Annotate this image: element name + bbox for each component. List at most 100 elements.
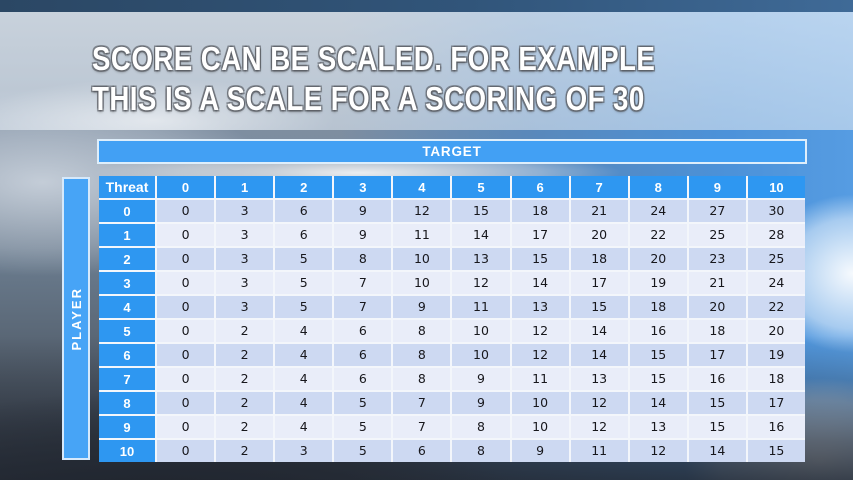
table-cell: 17	[511, 224, 569, 246]
title-band: SCORE CAN BE SCALED. FOR EXAMPLE THIS IS…	[0, 12, 853, 130]
table-cell: 5	[334, 416, 392, 438]
table-cell: 9	[452, 368, 510, 390]
table-cell: 4	[275, 416, 333, 438]
table-cell: 2	[216, 320, 274, 342]
target-header-bar: TARGET	[97, 139, 807, 164]
row-header-cell: 0	[99, 200, 155, 222]
table-cell: 12	[452, 272, 510, 294]
table-cell: 11	[452, 296, 510, 318]
table-cell: 2	[216, 368, 274, 390]
table-cell: 9	[393, 296, 451, 318]
table-cell: 7	[393, 392, 451, 414]
title-line-1: SCORE CAN BE SCALED. FOR EXAMPLE	[92, 40, 656, 77]
table-cell: 15	[570, 296, 628, 318]
column-header-cell: 10	[747, 176, 805, 198]
table-cell: 12	[511, 344, 569, 366]
row-header-cell: 7	[99, 368, 155, 390]
table-cell: 18	[511, 200, 569, 222]
table-cell: 14	[570, 320, 628, 342]
table-cell: 2	[216, 416, 274, 438]
table-cell: 10	[452, 320, 510, 342]
table-cell: 14	[629, 392, 687, 414]
row-header-cell: 6	[99, 344, 155, 366]
table-cell: 6	[334, 320, 392, 342]
title-line-2: THIS IS A SCALE FOR A SCORING OF 30	[92, 80, 645, 117]
table-cell: 3	[216, 200, 274, 222]
column-header-cell: 5	[452, 176, 510, 198]
table-cell: 15	[452, 200, 510, 222]
table-cell: 6	[334, 368, 392, 390]
table-cell: 4	[275, 344, 333, 366]
row-header-cell: 1	[99, 224, 155, 246]
table-cell: 11	[570, 440, 628, 462]
table-cell: 10	[393, 248, 451, 270]
table-cell: 0	[157, 416, 215, 438]
row-header-cell: 4	[99, 296, 155, 318]
table-cell: 14	[570, 344, 628, 366]
table-cell: 9	[334, 200, 392, 222]
table-cell: 9	[511, 440, 569, 462]
table-cell: 15	[688, 392, 746, 414]
column-header-cell: 1	[216, 176, 274, 198]
table-cell: 5	[334, 392, 392, 414]
row-header-cell: 2	[99, 248, 155, 270]
table-cell: 9	[452, 392, 510, 414]
table-cell: 14	[688, 440, 746, 462]
row-header-cell: 3	[99, 272, 155, 294]
table-cell: 25	[747, 248, 805, 270]
table-cell: 18	[688, 320, 746, 342]
table-cell: 17	[688, 344, 746, 366]
table-cell: 4	[275, 368, 333, 390]
table-cell: 18	[747, 368, 805, 390]
threat-corner-cell: Threat	[99, 176, 155, 198]
table-cell: 3	[216, 296, 274, 318]
table-cell: 8	[393, 320, 451, 342]
table-cell: 3	[216, 224, 274, 246]
table-cell: 13	[570, 368, 628, 390]
table-cell: 18	[629, 296, 687, 318]
table-cell: 11	[393, 224, 451, 246]
table-cell: 13	[452, 248, 510, 270]
table-cell: 20	[747, 320, 805, 342]
table-cell: 8	[334, 248, 392, 270]
top-accent-strip	[0, 0, 853, 12]
row-header-cell: 10	[99, 440, 155, 462]
table-cell: 12	[393, 200, 451, 222]
table-cell: 0	[157, 200, 215, 222]
table-cell: 3	[216, 272, 274, 294]
table-cell: 13	[629, 416, 687, 438]
table-cell: 6	[334, 344, 392, 366]
player-label: PLAYER	[68, 286, 84, 351]
column-header-cell: 8	[629, 176, 687, 198]
table-cell: 7	[334, 296, 392, 318]
table-cell: 13	[511, 296, 569, 318]
row-header-cell: 8	[99, 392, 155, 414]
table-cell: 10	[393, 272, 451, 294]
table-cell: 15	[629, 344, 687, 366]
table-cell: 24	[629, 200, 687, 222]
table-cell: 18	[570, 248, 628, 270]
table-cell: 2	[216, 344, 274, 366]
column-header-cell: 6	[511, 176, 569, 198]
table-cell: 0	[157, 248, 215, 270]
table-cell: 20	[688, 296, 746, 318]
table-cell: 5	[275, 248, 333, 270]
table-cell: 23	[688, 248, 746, 270]
table-cell: 20	[570, 224, 628, 246]
table-cell: 0	[157, 440, 215, 462]
table-cell: 15	[747, 440, 805, 462]
table-cell: 15	[511, 248, 569, 270]
table-cell: 6	[275, 200, 333, 222]
table-cell: 21	[688, 272, 746, 294]
table-cell: 30	[747, 200, 805, 222]
table-cell: 5	[275, 296, 333, 318]
table-cell: 5	[275, 272, 333, 294]
table-cell: 17	[747, 392, 805, 414]
table-cell: 2	[216, 440, 274, 462]
column-header-cell: 0	[157, 176, 215, 198]
column-header-cell: 2	[275, 176, 333, 198]
table-cell: 3	[216, 248, 274, 270]
table-cell: 0	[157, 344, 215, 366]
table-cell: 12	[570, 392, 628, 414]
